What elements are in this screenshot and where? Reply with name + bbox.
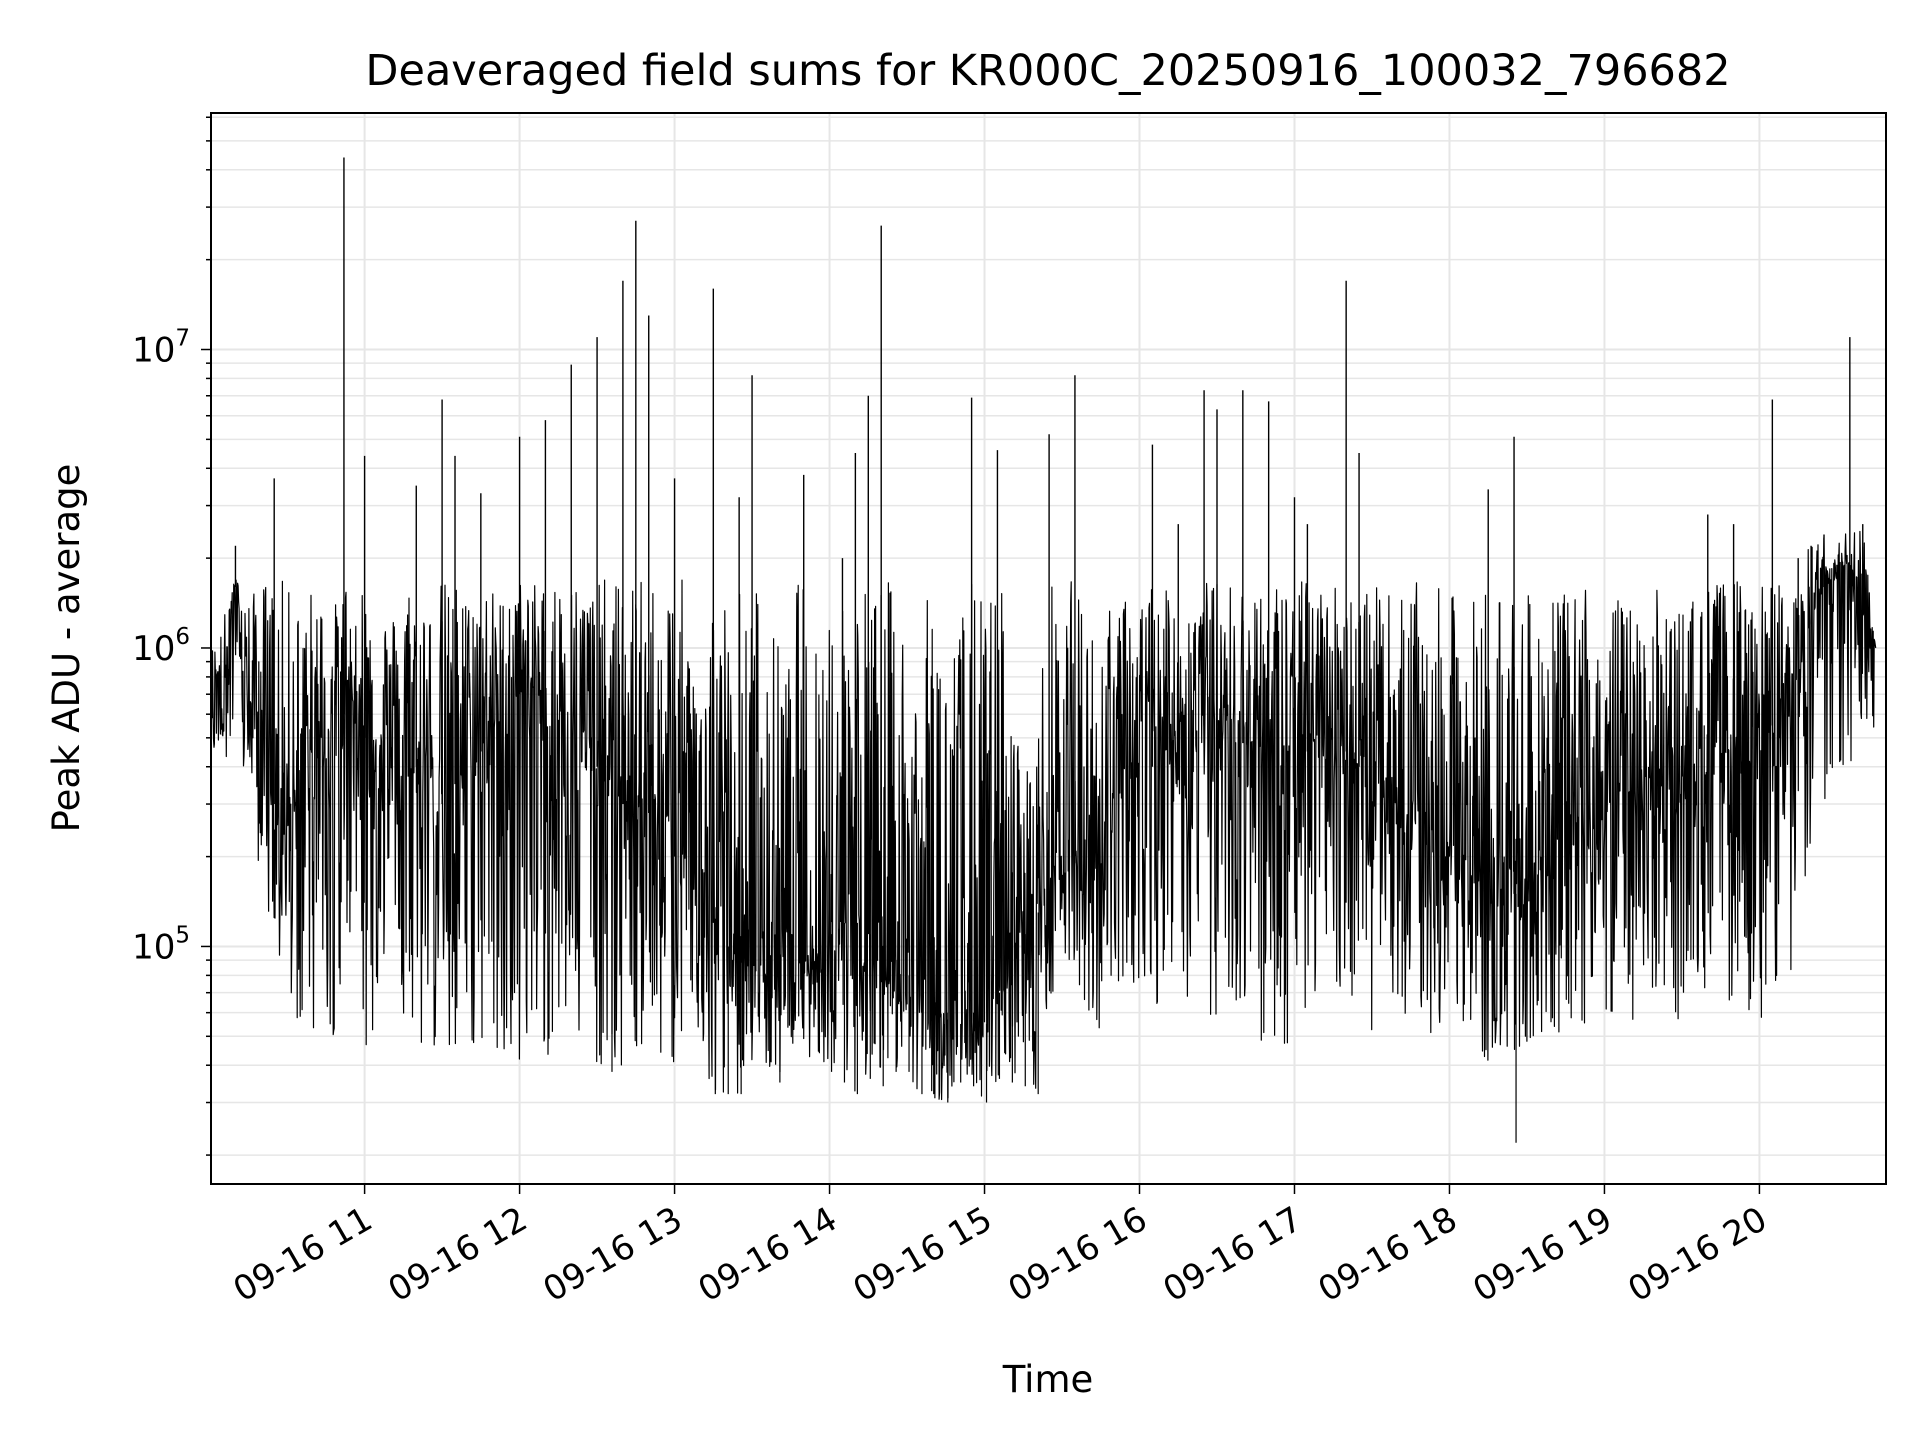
y-tick-label: 107 — [132, 326, 190, 371]
y-tick-label: 105 — [132, 922, 190, 967]
series-line — [210, 530, 1877, 1101]
plot-area — [210, 157, 1877, 1143]
y-axis-label: Peak ADU - average — [45, 464, 88, 833]
y-axis: 105 106 107 — [132, 116, 211, 1156]
chart-title: Deaveraged field sums for KR000C_2025091… — [365, 46, 1730, 96]
y-tick-label: 106 — [132, 624, 190, 669]
x-axis-label: Time — [1002, 1358, 1094, 1401]
